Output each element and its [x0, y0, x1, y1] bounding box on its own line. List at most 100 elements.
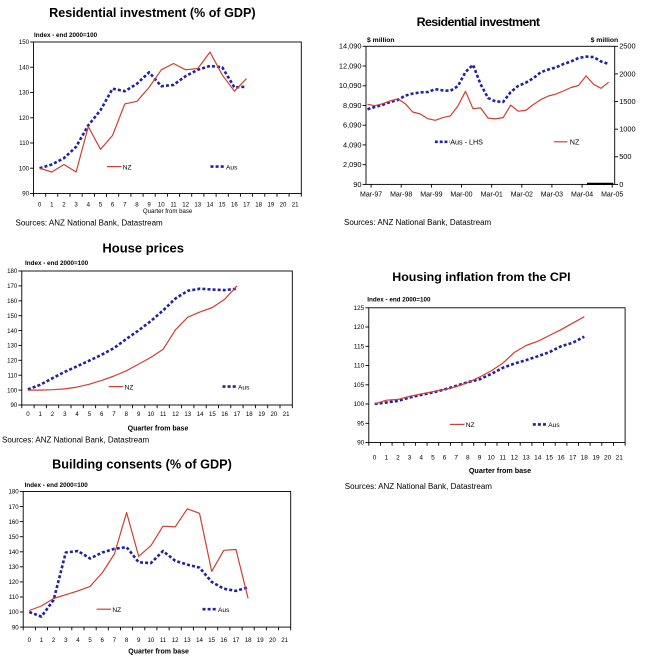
svg-text:140: 140: [19, 65, 30, 72]
svg-text:Index - end 2000=100: Index - end 2000=100: [367, 297, 431, 304]
svg-text:13: 13: [522, 455, 530, 462]
svg-text:21: 21: [292, 202, 299, 209]
svg-text:Quarter from base: Quarter from base: [469, 466, 531, 475]
svg-text:Aus - LHS: Aus - LHS: [450, 138, 483, 147]
svg-text:11: 11: [170, 202, 177, 209]
svg-text:20: 20: [280, 202, 287, 209]
svg-text:3: 3: [64, 637, 68, 644]
svg-text:13: 13: [184, 411, 191, 418]
svg-text:14: 14: [207, 202, 214, 209]
svg-text:NZ: NZ: [125, 384, 134, 391]
svg-text:5: 5: [88, 411, 92, 418]
svg-text:7: 7: [123, 202, 127, 209]
svg-text:18: 18: [255, 202, 262, 209]
svg-text:120: 120: [353, 324, 364, 331]
svg-text:10: 10: [148, 637, 155, 644]
svg-text:17: 17: [243, 202, 250, 209]
svg-text:Sources: ANZ National Bank, Da: Sources: ANZ National Bank, Datastream: [344, 218, 492, 227]
svg-text:1: 1: [40, 637, 44, 644]
svg-text:NZ: NZ: [123, 164, 132, 171]
svg-text:0: 0: [28, 637, 32, 644]
svg-text:Mar-98: Mar-98: [390, 192, 412, 199]
svg-text:16: 16: [557, 455, 565, 462]
svg-text:19: 19: [268, 202, 275, 209]
svg-text:18: 18: [246, 411, 253, 418]
svg-text:140: 140: [9, 549, 20, 556]
svg-text:21: 21: [283, 411, 290, 418]
svg-text:130: 130: [7, 343, 18, 350]
svg-text:16: 16: [221, 411, 228, 418]
svg-text:3: 3: [408, 455, 412, 462]
svg-text:$ million: $ million: [591, 37, 619, 44]
svg-text:18: 18: [245, 637, 252, 644]
svg-text:10: 10: [158, 202, 165, 209]
svg-text:14: 14: [197, 411, 204, 418]
svg-text:110: 110: [9, 594, 19, 601]
svg-text:6: 6: [100, 411, 104, 418]
svg-text:12: 12: [511, 455, 519, 462]
svg-text:12,090: 12,090: [339, 61, 362, 70]
svg-text:12: 12: [182, 202, 189, 209]
svg-text:13: 13: [184, 637, 191, 644]
svg-text:20: 20: [269, 637, 276, 644]
svg-text:130: 130: [19, 90, 30, 97]
svg-text:90: 90: [12, 624, 19, 631]
svg-text:15: 15: [546, 455, 554, 462]
svg-text:9: 9: [137, 637, 141, 644]
svg-text:4: 4: [76, 637, 80, 644]
svg-text:2: 2: [52, 637, 56, 644]
svg-text:16: 16: [231, 202, 238, 209]
svg-text:Aus: Aus: [226, 164, 238, 171]
svg-text:160: 160: [9, 519, 20, 526]
svg-text:15: 15: [209, 411, 216, 418]
svg-text:19: 19: [592, 455, 600, 462]
svg-text:12: 12: [172, 411, 179, 418]
svg-text:2,090: 2,090: [343, 160, 362, 169]
svg-text:120: 120: [7, 358, 18, 365]
svg-text:Housing inflation from the CPI: Housing inflation from the CPI: [392, 270, 570, 284]
svg-text:0: 0: [38, 202, 42, 209]
svg-text:2: 2: [51, 411, 55, 418]
svg-text:15: 15: [219, 202, 226, 209]
svg-text:Quarter from base: Quarter from base: [143, 208, 193, 215]
svg-text:Aus: Aus: [548, 422, 560, 429]
svg-text:Residential investment: Residential investment: [417, 15, 540, 29]
svg-text:5: 5: [431, 455, 435, 462]
svg-text:100: 100: [19, 165, 30, 172]
svg-text:9: 9: [147, 202, 151, 209]
svg-text:150: 150: [9, 534, 20, 541]
svg-text:11: 11: [499, 455, 506, 462]
svg-text:140: 140: [7, 328, 18, 335]
svg-text:90: 90: [11, 402, 18, 409]
svg-text:Building consents (% of GDP): Building consents (% of GDP): [52, 458, 232, 472]
svg-text:19: 19: [257, 637, 264, 644]
svg-text:5: 5: [88, 637, 92, 644]
svg-text:12: 12: [172, 637, 179, 644]
svg-text:4,090: 4,090: [343, 140, 362, 149]
svg-text:Mar-97: Mar-97: [360, 192, 382, 199]
svg-text:6: 6: [443, 455, 447, 462]
svg-text:19: 19: [258, 411, 265, 418]
svg-text:14: 14: [196, 637, 203, 644]
svg-text:160: 160: [7, 298, 18, 305]
svg-text:10: 10: [148, 411, 155, 418]
svg-text:13: 13: [194, 202, 201, 209]
svg-text:180: 180: [9, 489, 20, 496]
svg-text:100: 100: [9, 609, 20, 616]
svg-text:House prices: House prices: [102, 240, 184, 255]
svg-text:170: 170: [7, 283, 18, 290]
svg-text:130: 130: [9, 564, 20, 571]
svg-text:4: 4: [75, 411, 79, 418]
svg-text:9: 9: [137, 411, 141, 418]
svg-text:14,090: 14,090: [339, 42, 362, 51]
svg-text:120: 120: [9, 579, 20, 586]
svg-text:10: 10: [487, 455, 495, 462]
svg-text:Mar-04: Mar-04: [571, 192, 593, 199]
svg-text:Mar-05: Mar-05: [601, 192, 623, 199]
svg-text:100: 100: [7, 387, 18, 394]
svg-text:500: 500: [619, 152, 631, 161]
svg-text:20: 20: [604, 455, 612, 462]
svg-text:Quarter from base: Quarter from base: [128, 425, 189, 432]
svg-text:120: 120: [19, 115, 30, 122]
svg-text:8: 8: [135, 202, 139, 209]
